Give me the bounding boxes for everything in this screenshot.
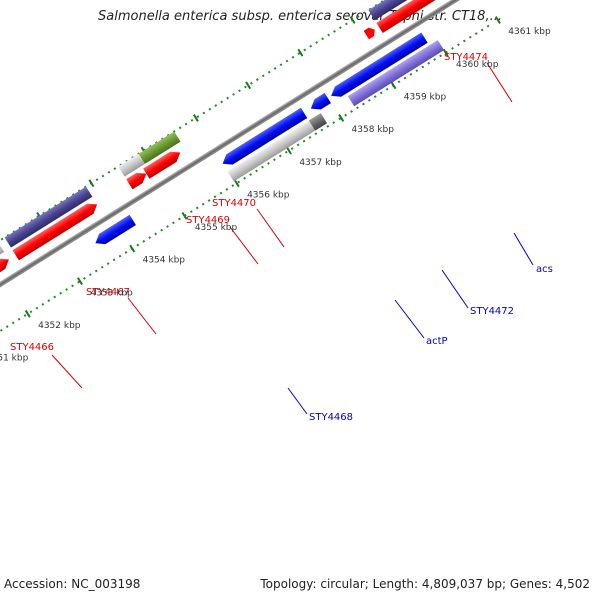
kbp-tick-label: 4356 kbp	[247, 190, 290, 200]
gene-box-darkgray[interactable]	[308, 113, 328, 131]
kbp-tick-label: 4359 kbp	[404, 92, 447, 102]
outer-major-tick	[245, 81, 252, 90]
inner-major-tick	[390, 81, 397, 90]
outer-tick-row	[0, 0, 450, 337]
accession-label: Accession: NC_003198	[4, 577, 141, 591]
kbp-tick-label: 4353 kbp	[90, 288, 133, 298]
kbp-tick-label: 4351 kbp	[0, 354, 29, 364]
gene-box-gray[interactable]	[118, 153, 145, 177]
inner-major-tick	[77, 277, 83, 286]
trna-box-navy[interactable]	[4, 186, 93, 248]
rna-box-lavender[interactable]	[347, 39, 445, 107]
gene-label-sty4474[interactable]: STY4474	[444, 52, 488, 63]
gene-box-olive[interactable]	[138, 131, 181, 164]
gene-arrow-forward[interactable]	[12, 199, 101, 261]
inner-major-tick	[129, 244, 136, 253]
genome-strip	[0, 0, 501, 403]
gene-label-acs[interactable]: acs	[536, 264, 553, 275]
inner-major-tick	[24, 309, 31, 318]
gene-label-sty4466[interactable]: STY4466	[10, 342, 54, 353]
kbp-tick-label: 4355 kbp	[195, 223, 238, 233]
gene-box-gray[interactable]	[227, 120, 316, 182]
trna-box-navy[interactable]	[368, 0, 477, 21]
inner-major-tick	[494, 16, 501, 24]
gene-label-sty4469[interactable]: STY4469	[186, 215, 230, 226]
gene-arrow-reverse[interactable]	[328, 32, 428, 101]
gene-label-sty4468[interactable]: STY4468	[309, 412, 353, 423]
reverse-strand-features	[92, 32, 445, 248]
inner-major-tick	[181, 211, 188, 220]
inner-major-tick	[338, 114, 345, 122]
gene-arrow-reverse[interactable]	[308, 92, 331, 114]
gene-arrow-forward-small[interactable]	[363, 26, 378, 40]
outer-major-tick	[297, 48, 304, 57]
sequence-backbone	[0, 0, 496, 402]
gene-label-sty4472[interactable]: STY4472	[470, 306, 514, 317]
gene-arrow-reverse[interactable]	[92, 214, 136, 248]
gene-arrow-forward[interactable]	[376, 0, 484, 34]
outer-major-tick	[349, 16, 356, 24]
kbp-tick-label: 4352 kbp	[38, 321, 81, 331]
outer-major-tick	[192, 114, 199, 122]
kbp-tick-label: 4360 kbp	[456, 60, 499, 70]
kbp-tick-label: 4361 kbp	[508, 27, 551, 37]
kbp-tick-label: 4354 kbp	[143, 256, 186, 266]
inner-major-ticks	[24, 16, 501, 318]
outer-major-tick	[88, 179, 95, 188]
inner-major-tick	[442, 48, 449, 57]
gene-label-sty4470[interactable]: STY4470	[212, 198, 256, 209]
gene-arrow-reverse[interactable]	[219, 107, 308, 169]
topology-summary: Topology: circular; Length: 4,809,037 bp…	[260, 577, 590, 591]
forward-strand-features	[0, 0, 484, 301]
inner-major-tick	[285, 146, 292, 155]
inner-major-tick	[233, 179, 240, 188]
gene-label-sty4467[interactable]: STY4467	[86, 287, 130, 298]
gene-label-group: STY4466 STY4467 STY4469 STY4470 STY4474 …	[10, 52, 553, 423]
kbp-tick-label: 4357 kbp	[299, 158, 342, 168]
gene-arrow-forward[interactable]	[143, 147, 183, 179]
gene-label-actp[interactable]: actP	[426, 336, 448, 347]
kbp-tick-label: 4358 kbp	[352, 125, 395, 135]
gene-arrow-forward[interactable]	[126, 169, 149, 190]
